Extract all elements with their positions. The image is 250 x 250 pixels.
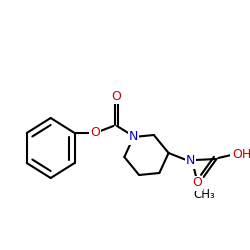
Text: O: O [192,176,202,190]
Text: OH: OH [233,148,250,162]
Text: CH₃: CH₃ [194,188,216,200]
Text: N: N [186,154,195,168]
Text: O: O [90,126,100,140]
Text: O: O [111,90,121,102]
Text: N: N [129,130,138,143]
